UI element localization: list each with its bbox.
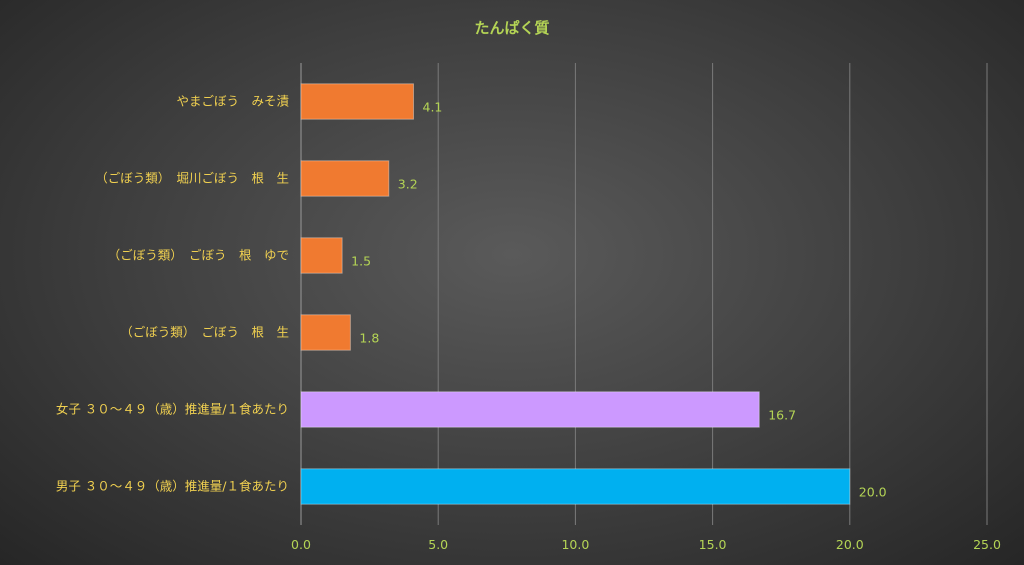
x-tick-label: 15.0: [699, 537, 727, 552]
category-label: 男子 ３０～４９（歳）推進量/１食あたり: [56, 479, 289, 494]
category-label: （ごぼう類） 堀川ごぼう 根 生: [95, 171, 289, 186]
bar: [300, 83, 415, 120]
x-tick-label: 20.0: [836, 537, 864, 552]
category-label: （ごぼう類） ごぼう 根 生: [120, 325, 289, 340]
category-label: やまごぼう みそ漬: [176, 94, 289, 109]
chart-title: たんぱく質: [474, 19, 549, 37]
labels: 0.0 5.0 10.0 15.0 20.0 25.0 やまごぼう みそ漬 4.1 （ごぼう類）…: [56, 94, 1001, 553]
data-label: 4.1: [423, 100, 443, 115]
x-tick-label: 5.0: [428, 537, 448, 552]
data-label: 20.0: [859, 485, 887, 500]
data-label: 1.5: [351, 254, 371, 269]
bar: [300, 160, 390, 197]
data-label: 1.8: [359, 331, 379, 346]
x-tick-label: 10.0: [561, 537, 589, 552]
gridlines: [300, 63, 988, 525]
bar: [300, 237, 343, 274]
bars: [300, 83, 851, 505]
category-label: （ごぼう類） ごぼう 根 ゆで: [108, 248, 289, 263]
data-label: 16.7: [768, 408, 796, 423]
x-tick-label: 0.0: [291, 537, 311, 552]
x-tick-label: 25.0: [973, 537, 1001, 552]
bar: [300, 314, 351, 351]
bar: [300, 391, 760, 428]
data-label: 3.2: [398, 177, 418, 192]
bar: [300, 468, 851, 505]
category-label: 女子 ３０～４９（歳）推進量/１食あたり: [56, 402, 289, 417]
